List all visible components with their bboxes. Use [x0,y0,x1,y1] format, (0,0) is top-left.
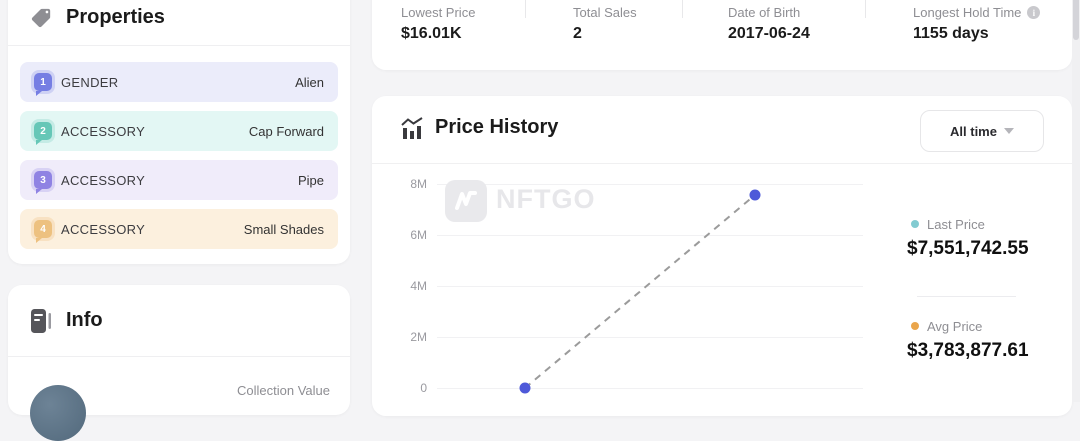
property-row-accessory-2[interactable]: 3 ACCESSORY Pipe [20,160,338,200]
property-row-accessory-3[interactable]: 4 ACCESSORY Small Shades [20,209,338,249]
time-range-dropdown[interactable]: All time [920,110,1044,152]
price-history-card: Price History All time 8M 6M 4M 2M 0 [372,96,1072,416]
stat-longest-hold-time: Longest Hold Time i 1155 days [913,5,1041,43]
tag-icon [30,7,52,29]
y-axis-tick: 8M [410,177,427,191]
stat-label-text: Longest Hold Time [913,5,1022,20]
properties-header: Properties [8,0,350,46]
properties-rows: 1 GENDER Alien 2 ACCESSORY Cap Forward 3… [8,46,350,249]
y-axis-tick: 6M [410,228,427,242]
stat-value: 2017-06-24 [728,25,810,42]
stat-label: Date of Birth [728,5,801,20]
property-label: ACCESSORY [61,221,146,237]
gridline-2m [437,337,863,338]
chevron-down-icon [1003,128,1014,134]
last-price-label: Last Price [927,217,985,232]
last-price-dot-icon [911,220,919,228]
property-value: Small Shades [243,221,324,237]
stat-value: 2 [573,25,582,42]
property-label: GENDER [61,74,119,90]
property-label: ACCESSORY [61,123,146,139]
info-header: Info [8,285,350,357]
stat-divider [525,0,526,18]
gridline-4m [437,286,863,287]
stat-divider [682,0,683,18]
avg-price-value: $3,783,877.61 [907,340,1029,361]
gridline-6m [437,235,863,236]
collection-avatar[interactable] [30,385,86,441]
info-card: Info Collection Value [8,285,350,441]
stat-label: Lowest Price [401,5,476,20]
rank-badge: 1 [34,73,52,96]
rank-badge: 3 [34,171,52,194]
property-label: ACCESSORY [61,172,146,188]
journal-icon [30,308,52,334]
rank-badge: 4 [34,220,52,243]
page: Properties 1 GENDER Alien 2 ACCESSORY Ca… [8,0,1080,441]
rank-badge: 2 [34,122,52,145]
price-history-header: Price History All time [372,96,1072,164]
y-axis-tick: 2M [410,330,427,344]
nftgo-watermark-text: NFTGO [496,184,596,214]
stat-value: 1155 days [913,25,989,42]
stats-bar: Lowest Price $16.01K Total Sales 2 Date … [372,0,1072,70]
price-history-title: Price History [435,116,559,138]
stat-total-sales: Total Sales 2 [573,5,637,43]
property-row-gender[interactable]: 1 GENDER Alien [20,62,338,102]
properties-title: Properties [66,6,165,28]
avg-price-label: Avg Price [927,319,983,334]
property-value: Cap Forward [248,123,324,139]
y-axis-tick: 4M [410,279,427,293]
stat-label: Total Sales [573,5,637,20]
gridline-0 [437,388,863,389]
stat-date-of-birth: Date of Birth 2017-06-24 [728,5,810,43]
last-price-value: $7,551,742.55 [907,238,1029,259]
avg-price-dot-icon [911,322,919,330]
nftgo-logo-icon [445,180,487,222]
bar-chart-icon [400,117,424,146]
stat-label: Longest Hold Time i [913,5,1041,20]
properties-card: Properties 1 GENDER Alien 2 ACCESSORY Ca… [8,0,350,264]
scrollbar-track[interactable] [1072,0,1080,402]
stat-value: $16.01K [401,25,462,42]
time-range-value: All time [950,123,997,139]
y-axis-tick: 0 [420,381,427,395]
scrollbar-thumb[interactable] [1073,0,1079,40]
property-value: Pipe [297,172,324,188]
legend-divider [917,296,1016,297]
property-value: Alien [295,74,324,90]
info-title: Info [66,309,103,331]
collection-value-label: Collection Value [237,383,330,398]
stat-divider [865,0,866,18]
gridline-8m [437,184,863,185]
stat-lowest-price: Lowest Price $16.01K [401,5,475,43]
property-row-accessory-1[interactable]: 2 ACCESSORY Cap Forward [20,111,338,151]
info-tooltip-icon[interactable]: i [1027,6,1041,19]
